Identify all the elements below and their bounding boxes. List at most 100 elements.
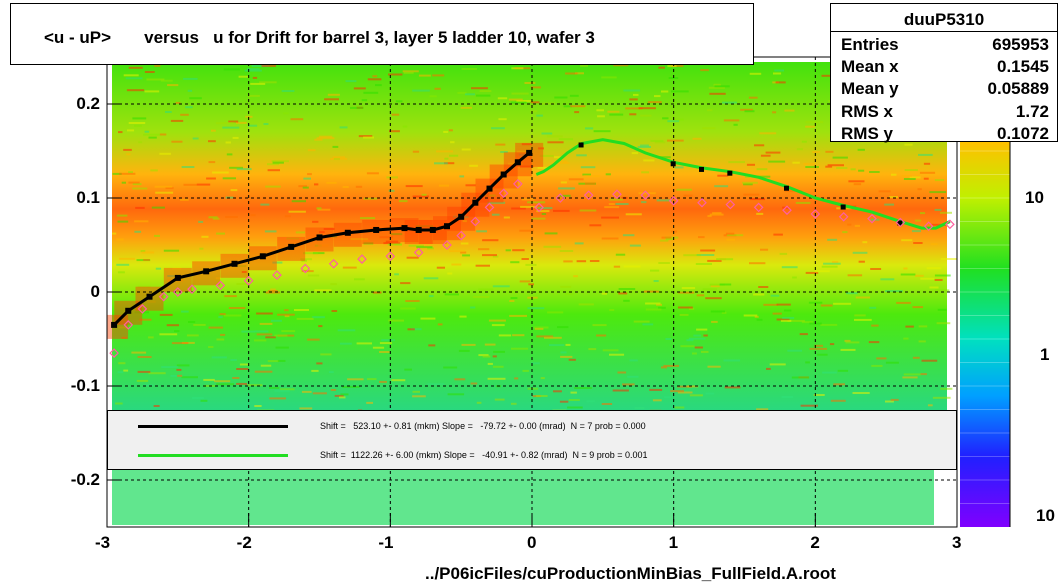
heatmap-cell: [144, 90, 160, 93]
heatmap-cell: [698, 236, 705, 239]
heatmap-cell: [800, 404, 818, 407]
green-fit-curve: [535, 138, 951, 230]
heatmap-cell: [574, 387, 592, 389]
heatmap-cell: [799, 333, 808, 336]
heatmap-cell: [250, 82, 266, 85]
heatmap-cell: [654, 141, 666, 144]
heatmap-cell: [541, 132, 553, 135]
heatmap-cell: [136, 379, 149, 382]
heatmap-cell: [345, 80, 357, 83]
heatmap-cell: [530, 101, 540, 104]
heatmap-cell: [625, 107, 643, 110]
heatmap-cell: [760, 154, 771, 157]
heatmap-cell: [803, 163, 816, 165]
heatmap-cell: [661, 366, 667, 369]
heatmap-cell: [650, 139, 664, 142]
heatmap-cell: [128, 122, 146, 124]
heatmap-cell: [596, 109, 604, 112]
heatmap-cell: [358, 135, 373, 138]
heatmap-cell: [869, 171, 880, 173]
heatmap-cell: [722, 101, 737, 104]
heatmap-cell: [339, 396, 346, 399]
heatmap-cell: [670, 90, 689, 93]
heatmap-cell: [743, 314, 758, 317]
legend-black-line: [138, 425, 288, 428]
heatmap-cell: [391, 113, 400, 116]
heatmap-cell: [527, 307, 545, 310]
heatmap-cell: [259, 81, 277, 84]
heatmap-cell: [678, 306, 693, 309]
profile-point: [215, 280, 226, 291]
heatmap-cell: [189, 97, 202, 100]
heatmap-cell: [808, 301, 823, 304]
profile-point: [640, 190, 651, 201]
heatmap-cell: [505, 249, 511, 252]
heatmap-cell: [415, 225, 434, 228]
heatmap-cell: [516, 150, 528, 153]
heatmap-cell: [510, 291, 517, 293]
heatmap-cell: [154, 185, 173, 188]
x-tick-label: 2: [810, 533, 820, 552]
heatmap-cell: [232, 136, 239, 139]
heatmap-cell: [387, 243, 402, 246]
heatmap-cell: [707, 109, 713, 112]
heatmap-cell: [361, 239, 370, 242]
heatmap-cell: [918, 340, 926, 343]
heatmap-cell: [473, 296, 490, 298]
heatmap-cell: [686, 339, 694, 342]
profile-point: [583, 190, 594, 201]
heatmap-cell: [461, 343, 476, 346]
heatmap-cell: [301, 390, 312, 393]
legend-black-text: Shift = 523.10 +- 0.81 (mkm) Slope = -79…: [320, 421, 646, 431]
heatmap-cell: [222, 126, 240, 129]
heatmap-cell: [203, 378, 215, 381]
heatmap-cell: [694, 346, 703, 349]
heatmap-cell: [251, 65, 270, 67]
heatmap-cell: [604, 206, 620, 209]
heatmap-cell: [912, 356, 920, 359]
heatmap-cell: [776, 303, 791, 306]
heatmap-cell: [247, 124, 258, 127]
heatmap-cell: [618, 288, 636, 290]
heatmap-cell: [450, 141, 455, 144]
heatmap-cell: [443, 130, 449, 133]
heatmap-cell: [748, 96, 758, 99]
profile-point: [895, 217, 906, 228]
heatmap-cell: [871, 364, 883, 367]
heatmap-cell: [400, 307, 416, 310]
stats-box: duuP5310 Entries 695953 Mean x 0.1545 Me…: [830, 3, 1058, 143]
heatmap-cell: [307, 274, 320, 277]
heatmap-cell: [759, 132, 777, 135]
heatmap-cell: [337, 329, 356, 332]
profile-point: [187, 284, 197, 295]
heatmap-cell: [461, 68, 477, 70]
heatmap-cell: [596, 334, 607, 337]
heatmap-cell: [909, 176, 921, 179]
heatmap-cell: [211, 129, 216, 132]
heatmap-cell: [631, 152, 639, 155]
heatmap-cell: [460, 242, 469, 245]
heatmap-cell: [298, 185, 307, 188]
profile-point: [109, 348, 119, 358]
heatmap-cell: [813, 394, 825, 396]
heatmap-cell: [847, 223, 852, 226]
heatmap-cell: [478, 248, 490, 251]
heatmap-cell: [311, 369, 319, 372]
heatmap-cell: [263, 123, 269, 125]
heatmap-cell: [206, 177, 216, 180]
heatmap-cell: [725, 232, 735, 235]
heatmap-cell: [267, 163, 280, 166]
heatmap-cell: [459, 175, 465, 178]
heatmap-cell: [749, 262, 766, 265]
heatmap-cell: [144, 130, 150, 133]
heatmap-cell: [857, 148, 865, 151]
x-tick-label: 0: [527, 533, 537, 552]
heatmap-cell: [911, 230, 921, 233]
heatmap-cell: [557, 162, 570, 165]
heatmap-cell: [388, 189, 395, 192]
heatmap-cell: [307, 149, 316, 152]
x-tick-label: -2: [236, 533, 252, 552]
heatmap-cell: [318, 135, 333, 138]
heatmap-cell: [658, 262, 670, 264]
heatmap-cell: [191, 397, 204, 399]
